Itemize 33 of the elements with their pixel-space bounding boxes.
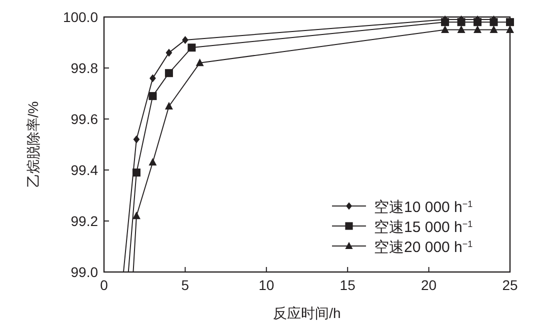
x-axis-title: 反应时间/h [273, 305, 341, 321]
point [148, 92, 157, 100]
x-tick-label: 15 [340, 277, 356, 293]
point [474, 25, 482, 33]
legend-label: 空速10 000 h$^{−1}$ [374, 199, 473, 216]
point [457, 25, 466, 33]
point [132, 168, 140, 177]
x-tick-label: 25 [502, 277, 518, 293]
y-tick-label: 99.2 [70, 213, 98, 229]
x-tick-label: 20 [421, 277, 437, 293]
point [164, 102, 173, 110]
point [182, 36, 188, 44]
point [196, 58, 204, 66]
x-tick-label: 0 [100, 277, 108, 293]
y-tick-label: 99.8 [70, 60, 98, 76]
point [164, 69, 173, 78]
y-tick-label: 99.6 [70, 111, 98, 127]
point [150, 74, 156, 82]
point [490, 25, 498, 33]
point [441, 25, 450, 33]
y-axis-title: 乙烷脱除率/% [25, 101, 41, 188]
point [166, 48, 172, 57]
y-tick-label: 100.0 [62, 9, 98, 25]
y-tick-label: 99.4 [70, 162, 98, 178]
x-tick-label: 5 [181, 277, 190, 293]
point [133, 135, 140, 144]
legend-label: 空速15 000 h$^{−1}$ [374, 219, 473, 236]
point [132, 212, 140, 220]
y-tick-label: 99.0 [70, 264, 98, 280]
legend-label: 空速20 000 h$^{−1}$ [374, 239, 473, 256]
x-tick-label: 10 [258, 277, 274, 293]
point [148, 158, 157, 166]
point [188, 44, 196, 52]
